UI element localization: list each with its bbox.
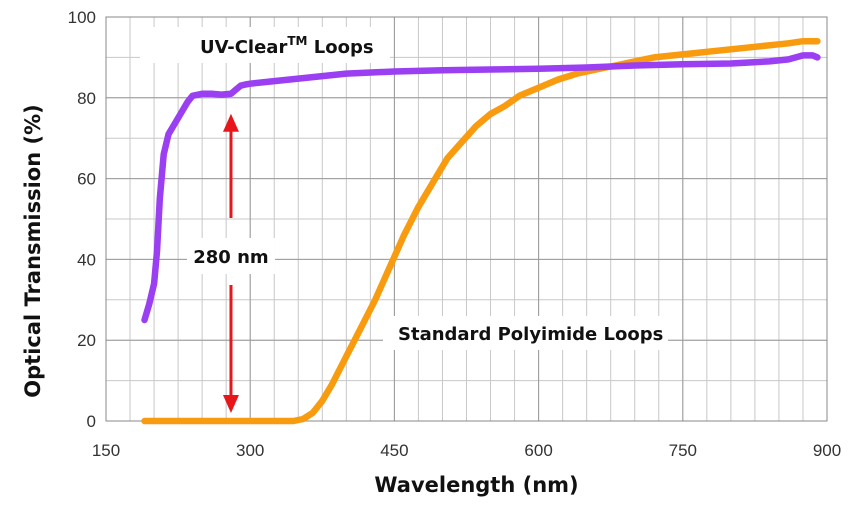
cutoff-label: 280 nm	[193, 247, 268, 268]
x-tick-label: 300	[236, 441, 264, 460]
x-tick-label: 750	[669, 441, 697, 460]
y-tick-label: 60	[77, 170, 96, 189]
x-axis-title: Wavelength (nm)	[374, 473, 578, 497]
tick-labels: 150 300 450 600 750 900 0 20 40 60 80 100	[68, 8, 842, 460]
polyimide-label-bg	[383, 316, 668, 350]
uv-clear-superscript: TM	[287, 34, 307, 48]
uv-clear-label-text: UV-Clear	[200, 37, 287, 58]
y-tick-label: 20	[77, 331, 96, 350]
grid	[105, 16, 828, 422]
uv-clear-suffix: Loops	[307, 37, 373, 58]
uv-clear-label: UV-ClearTM Loops	[200, 34, 374, 58]
uv-clear-loops-line	[141, 52, 821, 324]
standard-polyimide-loops-line	[141, 37, 821, 425]
annotations: UV-ClearTM Loops Standard Polyimide Loops…	[140, 27, 668, 413]
arrow-down-head	[222, 395, 239, 413]
x-tick-label: 150	[92, 441, 120, 460]
arrow-up-head	[222, 113, 239, 132]
x-tick-label: 900	[813, 441, 841, 460]
y-tick-label: 80	[77, 89, 96, 108]
y-tick-label: 100	[68, 8, 96, 27]
y-tick-label: 0	[87, 412, 96, 431]
y-tick-label: 40	[77, 250, 96, 269]
x-tick-label: 450	[380, 441, 408, 460]
uv-clear-label-bg	[140, 27, 390, 63]
series-layer	[141, 37, 821, 425]
polyimide-label: Standard Polyimide Loops	[398, 324, 663, 345]
x-tick-label: 600	[524, 441, 552, 460]
y-axis-title: Optical Transmission (%)	[21, 104, 45, 397]
plot-border	[105, 16, 828, 422]
cutoff-label-bg	[186, 238, 275, 274]
